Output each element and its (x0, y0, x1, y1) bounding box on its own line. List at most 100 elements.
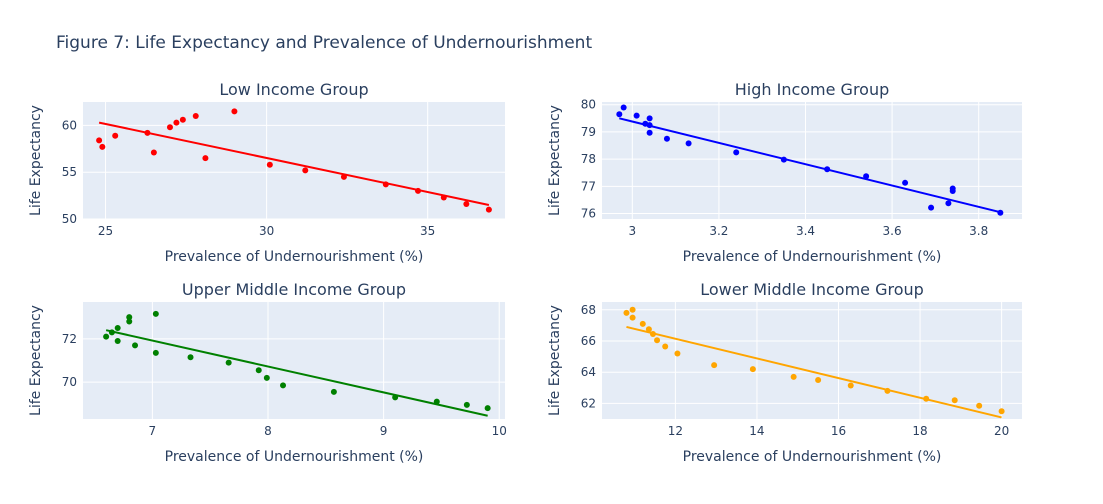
panel-1-plot-area (83, 102, 505, 219)
panel-2-data-point (616, 111, 623, 118)
panel-2-data-point (685, 140, 692, 147)
panel-3-data-point (330, 388, 337, 395)
panel-2-x-axis-title: Prevalence of Undernourishment (%) (683, 249, 942, 265)
panel-1-data-point (415, 187, 422, 194)
panel-3-x-axis-title: Prevalence of Undernourishment (%) (165, 449, 424, 465)
panel-4-y-tick-label: 62 (581, 396, 596, 410)
panel-4-data-point (654, 337, 661, 344)
panel-1-data-point (99, 143, 106, 150)
panel-1-x-tick-label: 30 (259, 224, 274, 238)
panel-1-data-point (266, 161, 273, 168)
panel-4-data-point (629, 314, 636, 321)
panel-4-data-point (976, 402, 983, 409)
panel-2-data-point (949, 187, 956, 194)
panel-2-data-point (646, 129, 653, 136)
panel-2-data-point (945, 200, 952, 207)
panel-3-trend-line (105, 329, 488, 417)
panel-2-data-point (663, 135, 670, 142)
panel-4-data-point (923, 395, 930, 402)
panel-2-y-tick-label: 80 (581, 98, 596, 112)
panel-2-data-point (620, 104, 627, 111)
panel-4-data-point (815, 377, 822, 383)
panel-4-y-axis-title: Life Expectancy (547, 305, 563, 416)
panel-2-trend-line (619, 117, 1001, 214)
panel-1-data-point (166, 124, 173, 131)
panel-2-data-point (928, 204, 935, 211)
panel-1-x-tick-label: 25 (98, 224, 113, 238)
panel-4: 12 14 16 18 20 62 64 66 68 Lower Middle Income Gr… (547, 280, 1022, 465)
panel-4-data-point (623, 309, 630, 316)
panel-4-y-tick-label: 68 (581, 303, 596, 317)
panel-1-y-axis-title: Life Expectancy (28, 105, 44, 216)
panel-4-y-tick-label: 64 (581, 365, 596, 379)
panel-3-x-tick-label: 7 (149, 424, 157, 438)
panel-4-x-axis-title: Prevalence of Undernourishment (%) (683, 449, 942, 465)
panel-3-data-point (152, 310, 159, 317)
panel-4-data-point (639, 320, 646, 327)
panel-3-data-point (152, 349, 159, 356)
panel-3-data-point (484, 405, 491, 412)
panel-4-data-point (749, 366, 756, 373)
panel-3-x-tick-label: 8 (264, 424, 272, 438)
panel-4-data-point (951, 397, 958, 404)
panel-3-data-point (126, 314, 133, 321)
panel-4-plot-area (602, 302, 1022, 419)
panel-3: 7 8 9 10 70 72 Upper Middle Income Group Preval… (28, 280, 507, 465)
panel-4-data-point (711, 362, 718, 369)
panel-3-plot-area (83, 302, 505, 419)
panel-1-data-point (231, 108, 238, 115)
panel-3-data-point (132, 342, 139, 349)
panel-2-title: High Income Group (735, 80, 890, 99)
panel-3-data-point (108, 329, 115, 336)
panel-2: 3 3.2 3.4 3.6 3.8 76 77 78 79 80 High Income Group… (547, 80, 1022, 265)
panel-4-y-tick-label: 66 (581, 334, 596, 348)
panel-4-x-tick-label: 14 (749, 424, 764, 438)
panel-1-data-point (96, 137, 103, 144)
panel-3-title: Upper Middle Income Group (182, 280, 406, 299)
panel-4-data-point (847, 382, 854, 389)
panel-4-x-tick-label: 16 (831, 424, 846, 438)
panel-4-data-point (674, 350, 681, 357)
panel-1-data-point (302, 167, 309, 174)
panel-3-data-point (114, 325, 121, 331)
panel-3-data-point (463, 401, 470, 408)
panel-4-x-tick-label: 12 (668, 424, 683, 438)
panel-2-data-point (997, 209, 1004, 216)
panel-1-x-axis-title: Prevalence of Undernourishment (%) (165, 249, 424, 265)
panel-1-data-point (112, 132, 119, 139)
panel-2-x-tick-label: 3.2 (709, 224, 728, 238)
panel-1-data-point (173, 119, 180, 126)
panel-1-data-point (485, 206, 492, 213)
panel-2-data-point (902, 179, 909, 186)
panel-3-data-point (114, 338, 121, 344)
panel-2-data-point (733, 149, 740, 156)
panel-2-data-point (646, 115, 653, 122)
panel-2-data-point (780, 156, 787, 163)
panel-1-title: Low Income Group (219, 80, 368, 99)
panel-4-data-point (645, 326, 652, 333)
panel-4-data-point (662, 343, 669, 350)
panel-1-y-tick-label: 50 (62, 212, 77, 226)
panel-3-data-point (126, 318, 133, 325)
panel-3-data-point (225, 359, 232, 366)
panel-4-trend-line (626, 325, 1002, 419)
panel-1-y-tick-label: 60 (62, 118, 77, 132)
panel-2-data-point (633, 112, 640, 119)
panel-3-data-point (255, 367, 262, 374)
panel-4-x-tick-label: 18 (912, 424, 927, 438)
panel-3-data-point (392, 394, 399, 401)
panel-1-data-point (179, 116, 186, 123)
panel-2-x-tick-label: 3.4 (796, 224, 815, 238)
panel-1-data-point (202, 155, 209, 162)
main-title: Figure 7: Life Expectancy and Prevalence… (56, 33, 593, 53)
panel-3-data-point (433, 398, 440, 405)
panel-3-data-point (280, 382, 287, 389)
panel-1: 25 30 35 50 55 60 Low Income Group Prevalence o… (28, 80, 505, 265)
panel-1-data-point (463, 201, 470, 208)
panel-4-data-point (998, 408, 1005, 415)
panel-3-y-axis-title: Life Expectancy (28, 305, 44, 416)
panel-2-y-tick-label: 79 (581, 125, 596, 139)
panel-2-x-tick-label: 3 (628, 224, 636, 238)
